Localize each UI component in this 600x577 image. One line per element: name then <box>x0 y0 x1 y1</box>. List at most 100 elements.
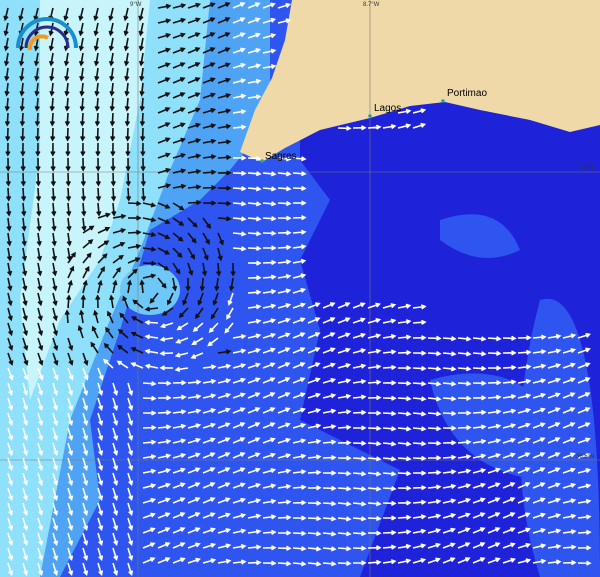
wind-arrow <box>292 200 307 206</box>
wind-arrow <box>187 247 195 260</box>
wind-arrow <box>352 560 367 566</box>
wind-arrow <box>247 437 261 444</box>
wind-arrow <box>442 454 457 460</box>
wind-arrow <box>202 77 216 84</box>
wind-arrow <box>117 344 129 354</box>
wind-arrow <box>442 542 456 549</box>
wind-arrow <box>202 247 209 261</box>
wind-arrow <box>292 392 306 399</box>
wind-arrow <box>397 396 412 402</box>
wind-arrow <box>202 527 216 534</box>
wind-arrow <box>112 457 119 472</box>
wind-arrow <box>262 529 277 535</box>
wind-arrow <box>65 127 71 142</box>
wind-arrow <box>547 482 561 489</box>
wind-arrow <box>229 277 235 292</box>
wind-arrow <box>322 501 337 507</box>
wind-arrow <box>232 348 247 354</box>
wind-arrow <box>442 513 457 519</box>
wind-arrow <box>442 469 457 475</box>
wind-arrow <box>52 262 58 277</box>
wind-arrow <box>140 172 146 187</box>
wind-arrow <box>82 547 89 562</box>
wind-arrow <box>67 547 74 562</box>
wind-arrow <box>51 247 58 262</box>
wind-arrow <box>277 18 292 24</box>
wind-arrow <box>367 501 382 507</box>
wind-arrow <box>307 469 322 476</box>
wind-arrow <box>22 277 28 292</box>
wind-arrow <box>7 472 14 487</box>
wind-arrow <box>36 202 42 217</box>
wind-arrow <box>262 483 277 489</box>
wind-arrow <box>247 17 261 24</box>
wind-arrow <box>472 336 487 342</box>
wind-arrow <box>7 397 14 412</box>
wind-arrow <box>172 277 178 292</box>
wind-arrow <box>112 532 119 547</box>
wind-arrow <box>292 453 307 459</box>
wind-arrow <box>337 546 352 552</box>
wind-arrow <box>502 497 516 504</box>
wind-arrow <box>307 531 322 537</box>
wind-arrow <box>139 67 145 82</box>
wind-arrow <box>382 303 397 309</box>
wind-arrow <box>52 562 59 577</box>
wind-arrow <box>397 456 412 462</box>
wind-arrow <box>412 455 427 462</box>
wind-arrow <box>442 336 457 342</box>
wind-arrow <box>262 245 277 251</box>
wind-arrow <box>502 467 516 474</box>
wind-arrow <box>172 122 186 129</box>
wind-arrow <box>337 470 352 477</box>
wind-arrow <box>52 472 59 487</box>
wind-arrow <box>442 351 457 357</box>
wind-arrow <box>81 202 87 217</box>
wind-arrow <box>65 172 71 187</box>
wind-arrow <box>397 514 412 521</box>
wind-arrow <box>397 543 412 550</box>
wind-arrow <box>7 262 13 277</box>
wind-arrow <box>532 543 547 549</box>
wind-arrow <box>22 307 28 322</box>
wind-arrow <box>262 452 276 459</box>
wind-arrow <box>382 486 397 492</box>
wind-arrow <box>187 47 201 54</box>
wind-arrow <box>247 513 262 519</box>
wind-arrow <box>367 486 382 492</box>
wind-arrow <box>262 362 276 369</box>
wind-arrow <box>127 517 134 532</box>
wind-arrow <box>138 7 144 22</box>
wind-arrow <box>187 2 201 9</box>
wind-arrow <box>352 501 367 507</box>
wind-arrow <box>157 497 171 504</box>
wind-arrow <box>7 442 14 457</box>
wind-arrow <box>50 157 56 172</box>
wind-arrow <box>382 500 397 506</box>
wind-arrow <box>187 262 194 276</box>
wind-arrow <box>292 377 306 384</box>
wind-arrow <box>157 62 171 69</box>
wind-arrow <box>157 409 172 416</box>
wind-arrow <box>502 512 516 519</box>
wind-arrow <box>247 32 261 39</box>
wind-arrow <box>50 172 56 187</box>
wind-arrow <box>52 442 59 457</box>
wind-arrow <box>202 62 216 69</box>
wind-arrow <box>22 412 29 427</box>
wind-arrow <box>322 516 337 522</box>
wind-arrow <box>232 467 246 474</box>
wind-arrow <box>142 497 157 504</box>
wind-arrow <box>322 408 337 414</box>
wind-arrow <box>292 258 307 264</box>
wind-arrow <box>382 364 397 371</box>
wind-arrow <box>352 363 367 369</box>
wind-arrow <box>20 187 27 202</box>
wind-arrow <box>247 216 262 222</box>
wind-arrow <box>21 202 27 217</box>
wind-arrow <box>532 363 547 369</box>
wind-arrow <box>337 317 351 324</box>
wind-arrow <box>547 363 562 369</box>
wind-arrow <box>22 457 29 472</box>
wind-arrow <box>247 171 262 177</box>
